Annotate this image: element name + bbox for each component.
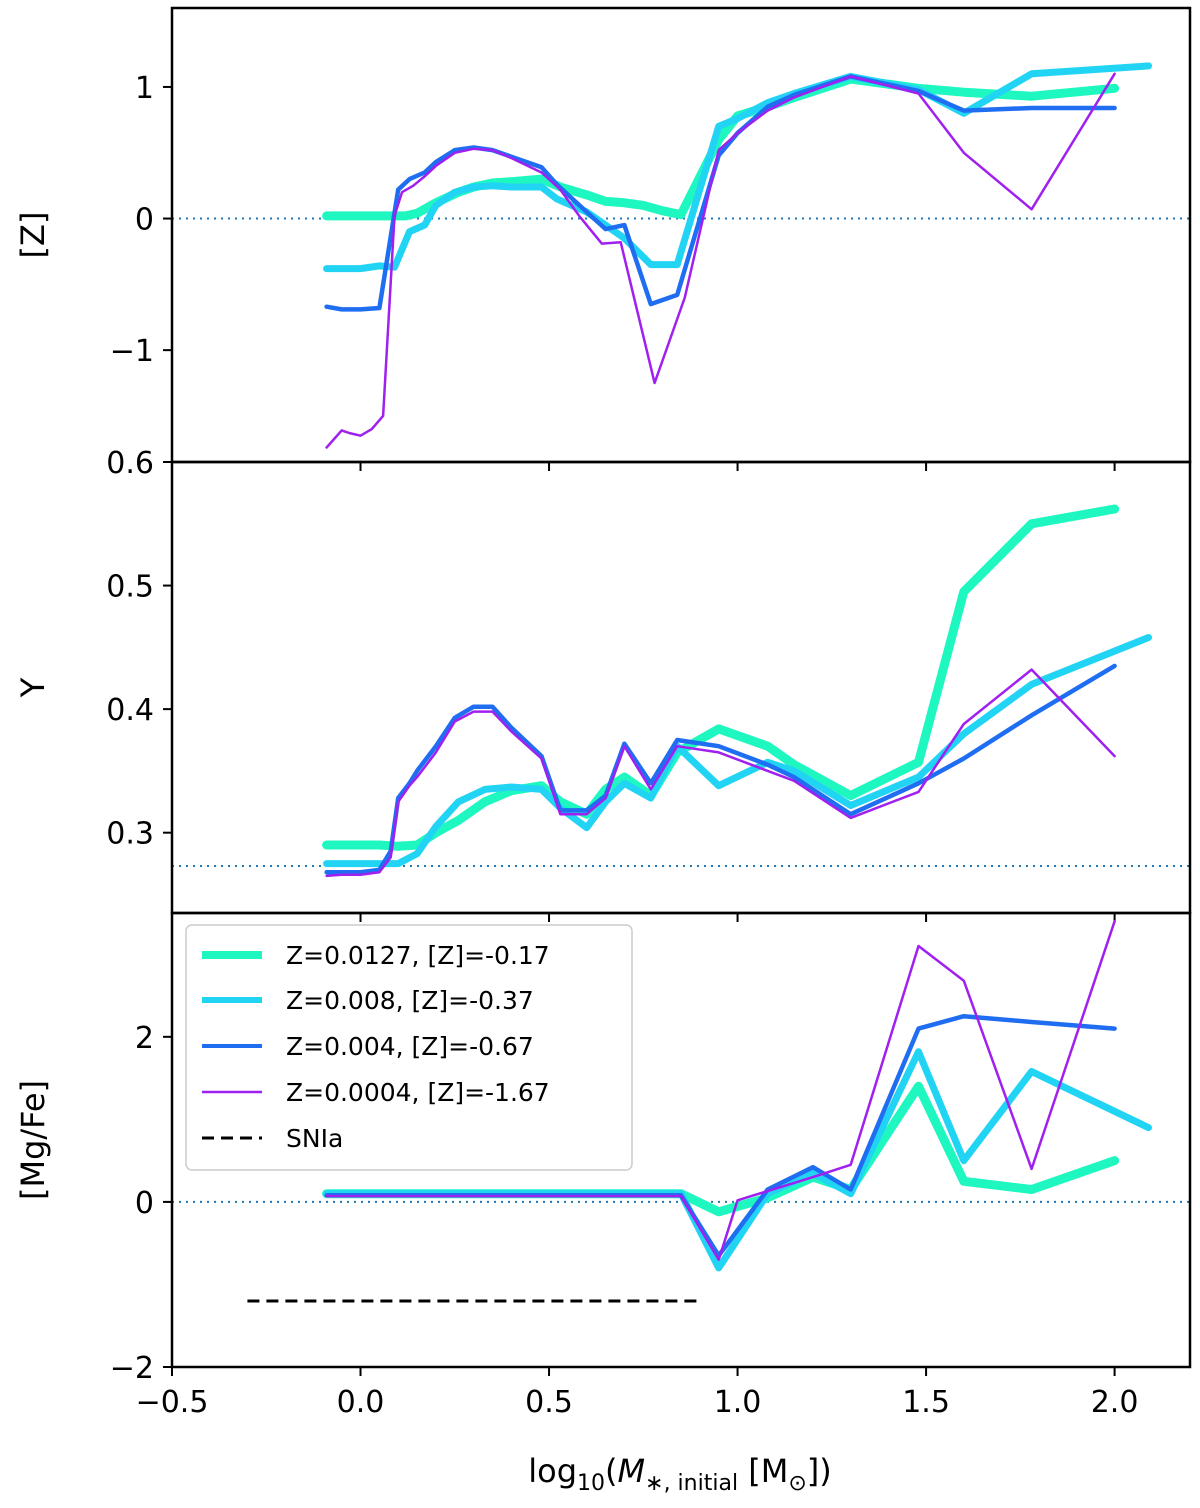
- y-axis-label-helium: Y: [14, 677, 52, 698]
- x-axis-label: log10(M∗, initial [M⊙]): [528, 1452, 831, 1496]
- y-tick-label-metallicity-1: 0: [135, 203, 154, 238]
- legend-box: [185, 924, 633, 1171]
- axes-frame-mg-fe: [170, 911, 1192, 1369]
- x-tick-label-3: 1.0: [714, 1385, 762, 1420]
- panels: 1 0 −1 [Z] 0.6 0.5 0.4 0.3 Y 2 0 −2−0.5 0.0 0.5 1.0 1.5…: [14, 6, 1192, 1420]
- x-tick-label-2: 0.5: [525, 1385, 573, 1420]
- panel-helium: 0.6 0.5 0.4 0.3 Y: [14, 446, 1192, 922]
- y-tick-label-helium-0: 0.6: [106, 446, 154, 481]
- series-line-helium-1: [323, 634, 1152, 868]
- legend-entry-z0127: Z=0.0127, [Z]=-0.17: [202, 941, 550, 970]
- series-group-helium: [322, 504, 1152, 878]
- x-tick-label-1: 0.0: [337, 1385, 385, 1420]
- y-tick-label-mg-fe-0: 2: [135, 1021, 154, 1056]
- legend-label-z0127: Z=0.0127, [Z]=-0.17: [286, 941, 550, 970]
- series-line-helium-3: [325, 668, 1116, 878]
- y-tick-label-metallicity-0: 1: [135, 71, 154, 106]
- y-axis-label-mg-fe: [Mg/Fe]: [14, 1080, 52, 1200]
- legend-label-z004: Z=0.004, [Z]=-0.67: [286, 1032, 534, 1061]
- legend-entry-snia: SNIa: [202, 1124, 343, 1153]
- y-tick-label-helium-3: 0.3: [106, 817, 154, 852]
- series-line-metallicity-2: [324, 74, 1117, 312]
- legend-label-z008: Z=0.008, [Z]=-0.37: [286, 986, 534, 1015]
- legend-label-snia: SNIa: [286, 1124, 343, 1153]
- legend-label-z0004: Z=0.0004, [Z]=-1.67: [286, 1078, 550, 1107]
- y-tick-label-mg-fe-1: 0: [135, 1186, 154, 1221]
- legend-entry-z008: Z=0.008, [Z]=-0.37: [202, 986, 534, 1015]
- x-tick-label-0: −0.5: [136, 1385, 209, 1420]
- legend-entry-z0004: Z=0.0004, [Z]=-1.67: [202, 1078, 550, 1107]
- y-tick-label-metallicity-2: −1: [110, 334, 154, 369]
- x-tick-label-4: 1.5: [902, 1385, 950, 1420]
- legend: Z=0.0127, [Z]=-0.17 Z=0.008, [Z]=-0.37 Z…: [185, 924, 633, 1171]
- y-tick-label-mg-fe-2: −2: [110, 1351, 154, 1386]
- y-tick-label-helium-1: 0.5: [106, 570, 154, 605]
- y-tick-label-helium-2: 0.4: [106, 693, 154, 728]
- panel-mg-fe: 2 0 −2−0.5 0.0 0.5 1.0 1.5 2.0 [Mg/Fe]: [14, 911, 1192, 1420]
- y-axis-label-metallicity: [Z]: [14, 212, 52, 259]
- series-group-metallicity: [322, 62, 1152, 449]
- x-tick-label-5: 2.0: [1091, 1385, 1139, 1420]
- series-group-mg-fe: [247, 920, 1152, 1303]
- panel-metallicity: 1 0 −1 [Z]: [14, 6, 1192, 471]
- series-line-metallicity-3: [325, 72, 1116, 449]
- series-line-mg-fe-3: [325, 920, 1116, 1261]
- legend-entry-z004: Z=0.004, [Z]=-0.67: [202, 1032, 534, 1061]
- series-line-helium-0: [322, 504, 1120, 851]
